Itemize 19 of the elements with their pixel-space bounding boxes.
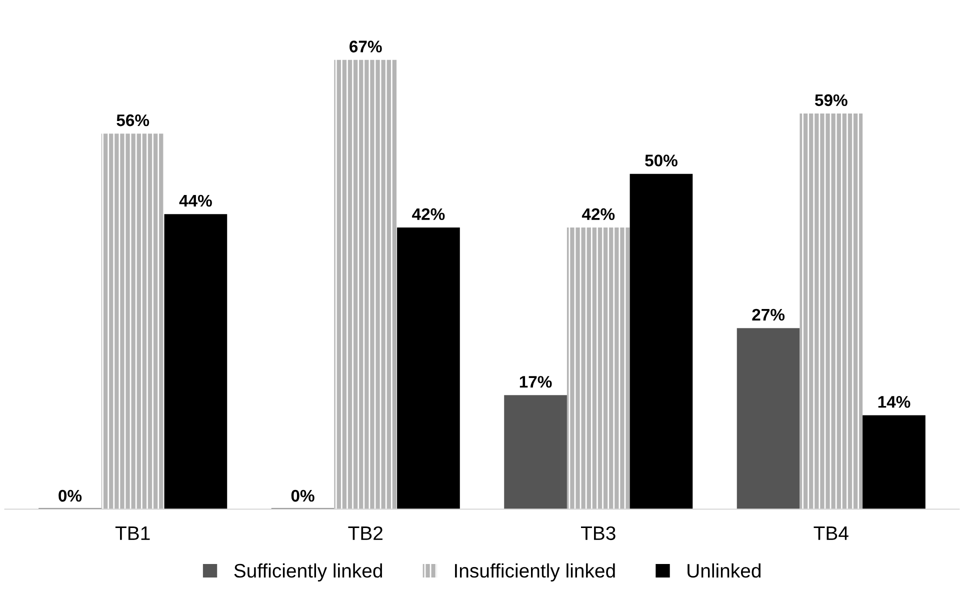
data-label: 59% [814, 94, 848, 106]
data-label: 0% [291, 490, 314, 502]
data-label: 42% [582, 208, 615, 220]
data-label: 27% [752, 308, 785, 321]
x-tick-label: TB2 [348, 526, 382, 540]
x-tick-label: TB3 [580, 526, 616, 540]
legend-label: Unlinked [688, 563, 760, 578]
x-tick-label: TB1 [115, 526, 150, 540]
data-label: 67% [350, 40, 382, 52]
data-label: 42% [412, 208, 445, 220]
data-label: 14% [878, 396, 910, 408]
legend-label: Sufficiently linked [234, 563, 382, 582]
data-label: 0% [58, 490, 82, 502]
data-label: 56% [116, 114, 150, 126]
data-label: 17% [520, 376, 552, 388]
data-label: 44% [179, 194, 212, 207]
x-tick-label: TB4 [814, 526, 848, 540]
legend-label: Insufficiently linked [455, 563, 615, 582]
data-label: 50% [645, 154, 678, 166]
